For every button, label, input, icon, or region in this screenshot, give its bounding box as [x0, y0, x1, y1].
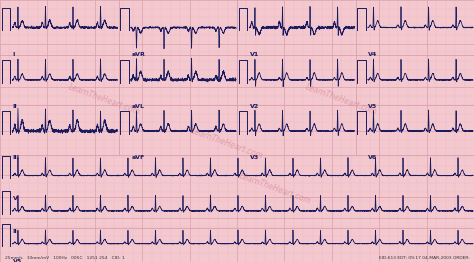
Text: V4: V4 [368, 52, 378, 57]
Text: II: II [13, 229, 18, 234]
Text: V5: V5 [368, 104, 378, 109]
Text: V3: V3 [250, 155, 259, 160]
Text: LearnTheHeart.com: LearnTheHeart.com [191, 127, 264, 161]
Text: V1: V1 [250, 52, 259, 57]
Text: V2: V2 [250, 104, 259, 109]
Text: V5: V5 [13, 259, 22, 262]
Text: LearnTheHeart.com: LearnTheHeart.com [67, 82, 141, 117]
Text: V: V [13, 196, 18, 201]
Text: LearnTheHeart.com: LearnTheHeart.com [304, 82, 378, 117]
Text: aVF: aVF [131, 155, 145, 160]
Text: aVL: aVL [131, 104, 144, 109]
Text: LearnTheHeart.com: LearnTheHeart.com [238, 171, 312, 206]
Text: EID:613 EDT: 09:17 04-MAR-2003 ORDER:: EID:613 EDT: 09:17 04-MAR-2003 ORDER: [379, 256, 469, 260]
Text: 25mm/s   10mm/mV   100Hz   005C   1251 254   CID: 1: 25mm/s 10mm/mV 100Hz 005C 1251 254 CID: … [5, 256, 125, 260]
Text: V6: V6 [368, 155, 378, 160]
Text: III: III [13, 155, 20, 160]
Text: I: I [13, 52, 15, 57]
Text: II: II [13, 104, 18, 109]
Text: aVR: aVR [131, 52, 145, 57]
